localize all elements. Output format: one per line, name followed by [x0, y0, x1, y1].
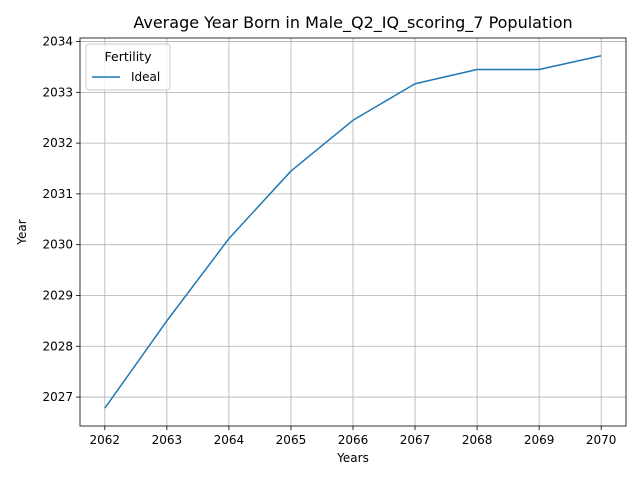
legend-box	[85, 43, 171, 91]
y-tick-label: 2032	[42, 136, 73, 150]
y-tick-label: 2029	[42, 288, 73, 302]
legend: Fertility Ideal	[85, 43, 171, 91]
axis-ticks: 2062 2063 2064 2065 2066 2067 2068 2069 2070 2027…	[42, 35, 616, 447]
y-tick-label: 2030	[42, 238, 73, 252]
legend-title: Fertility	[105, 49, 153, 64]
x-tick-label: 2069	[524, 433, 555, 447]
x-tick-label: 2062	[90, 433, 121, 447]
y-tick-label: 2028	[42, 339, 73, 353]
x-tick-label: 2065	[276, 433, 307, 447]
series-line-ideal	[104, 55, 602, 409]
y-axis-label: Year	[15, 219, 29, 245]
series-layer	[104, 55, 602, 409]
y-tick-label: 2033	[42, 85, 73, 99]
y-tick-label: 2031	[42, 187, 73, 201]
chart-title: Average Year Born in Male_Q2_IQ_scoring_…	[133, 13, 572, 33]
x-tick-label: 2068	[462, 433, 493, 447]
x-tick-label: 2070	[586, 433, 617, 447]
x-tick-label: 2066	[338, 433, 369, 447]
grid-lines	[80, 38, 626, 426]
legend-label-ideal: Ideal	[131, 70, 160, 84]
y-tick-label: 2027	[42, 390, 73, 404]
x-tick-label: 2067	[400, 433, 431, 447]
y-tick-label: 2034	[42, 35, 73, 49]
x-axis-label: Years	[336, 451, 369, 465]
x-tick-label: 2064	[214, 433, 245, 447]
x-tick-label: 2063	[152, 433, 183, 447]
